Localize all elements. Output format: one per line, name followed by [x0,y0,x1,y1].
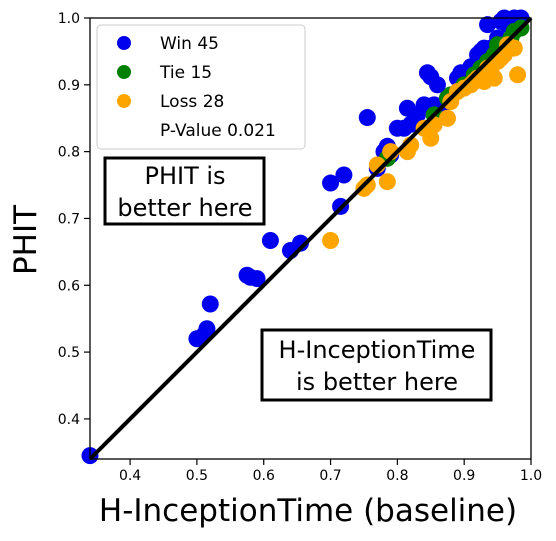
point-win [198,320,216,338]
annotation-baseline-line2: is better here [296,368,458,396]
legend-marker-tie [117,65,131,79]
annotation-baseline-box [260,328,493,402]
points-layer [81,9,530,465]
point-loss [358,176,376,194]
y-axis-title: PHIT [8,204,44,275]
x-axis-title: H-InceptionTime (baseline) [99,493,517,529]
point-win [248,270,266,288]
x-tick-label: 0.6 [253,468,275,484]
legend-box [96,24,306,150]
y-tick-label: 0.6 [58,278,80,294]
point-win [428,76,446,94]
axis-ticks: 0.4 0.5 0.6 0.7 0.8 0.9 1.0 0.4 0.5 0.6 0.7 0.8 0.9 1… [58,11,542,484]
annotation-phit-box [103,156,266,226]
y-tick-label: 0.5 [58,345,80,361]
point-win [201,295,219,313]
legend-label-tie: Tie 15 [159,63,212,83]
x-tick-label: 0.7 [319,468,341,484]
point-win [335,166,353,184]
point-loss [509,66,527,84]
point-win [322,174,340,192]
legend: Win 45 Tie 15 Loss 28 P-Value 0.021 [96,24,306,150]
y-tick-label: 1.0 [58,11,80,27]
x-tick-label: 0.9 [453,468,475,484]
point-loss [322,232,340,250]
point-loss [438,109,456,127]
x-tick-label: 0.8 [386,468,408,484]
y-tick-label: 0.4 [58,412,80,428]
point-loss [485,69,503,87]
y-tick-label: 0.8 [58,145,80,161]
x-tick-label: 0.4 [119,468,141,484]
y-tick-label: 0.9 [58,78,80,94]
point-win [479,16,497,34]
point-loss [378,173,396,191]
annotation-phit: PHIT is better here [103,156,266,226]
legend-label-win: Win 45 [160,34,219,54]
x-tick-label: 1.0 [520,468,542,484]
annotation-baseline-line1: H-InceptionTime [279,336,476,364]
legend-label-loss: Loss 28 [160,92,224,112]
x-tick-label: 0.5 [186,468,208,484]
legend-marker-win [117,36,131,50]
annotation-baseline: H-InceptionTime is better here [260,328,493,402]
point-win [261,232,279,250]
point-loss [505,39,523,57]
legend-label-pvalue: P-Value 0.021 [160,121,276,141]
legend-marker-loss [117,94,131,108]
diagonal-line [88,16,533,461]
point-win [291,234,309,252]
annotation-phit-line1: PHIT is [144,162,225,190]
annotation-phit-line2: better here [117,194,252,222]
point-loss [422,129,440,147]
y-tick-label: 0.7 [58,211,80,227]
point-win [358,109,376,127]
plot-frame [89,17,532,460]
